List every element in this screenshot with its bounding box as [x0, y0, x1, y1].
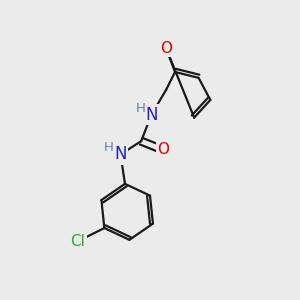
Text: N: N	[145, 106, 158, 124]
Text: O: O	[160, 41, 172, 56]
Text: O: O	[157, 142, 169, 158]
Text: H: H	[135, 102, 145, 115]
Text: N: N	[114, 146, 127, 164]
Text: H: H	[103, 141, 113, 154]
Text: Cl: Cl	[70, 234, 85, 249]
